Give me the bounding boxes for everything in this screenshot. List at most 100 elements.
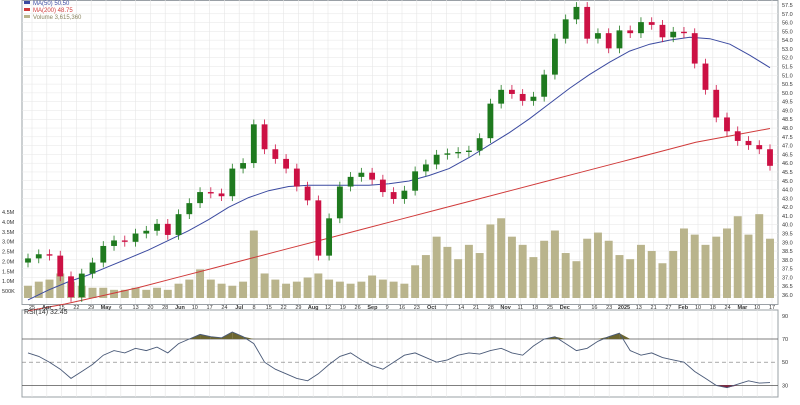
volume-tick-label: 1.0M xyxy=(2,279,15,285)
candle-body xyxy=(713,89,720,118)
volume-bar xyxy=(292,281,301,298)
candle-body xyxy=(57,255,64,277)
x-tick-label: Mar xyxy=(738,305,749,311)
volume-bar xyxy=(561,253,570,298)
volume-bar xyxy=(443,246,452,298)
rsi-overbought-fill xyxy=(608,333,620,339)
candle-body xyxy=(111,240,117,246)
price-tick-label: 53.0 xyxy=(782,47,793,53)
candle-body xyxy=(326,218,333,256)
volume-bar xyxy=(45,279,54,298)
x-tick-label: 22 xyxy=(281,305,287,311)
x-tick-label: 21 xyxy=(651,305,657,311)
volume-bar xyxy=(357,281,366,298)
volume-bar xyxy=(679,228,688,298)
candle-body xyxy=(207,192,214,194)
volume-bars xyxy=(24,214,774,298)
candle-body xyxy=(756,145,763,150)
candle-body xyxy=(401,190,408,199)
candle-body xyxy=(46,254,53,256)
x-tick-label: 24 xyxy=(725,305,731,311)
x-tick-label: Jun xyxy=(175,305,185,311)
candle-body xyxy=(347,176,354,187)
x-tick-label: 15 xyxy=(266,305,272,311)
candle-body xyxy=(132,233,139,242)
candle-body xyxy=(164,223,171,235)
candle-body xyxy=(691,33,698,64)
candle-body xyxy=(250,124,257,164)
candle-body xyxy=(584,6,591,39)
volume-bar xyxy=(540,240,549,298)
price-tick-label: 45.0 xyxy=(782,179,793,185)
candle-body xyxy=(304,186,311,201)
legend-swatch-volume xyxy=(24,15,30,18)
price-tick-label: 45.5 xyxy=(782,170,793,176)
rsi-tick-label: 30 xyxy=(782,383,788,389)
candle-body xyxy=(465,150,472,152)
volume-bar xyxy=(325,279,334,298)
x-tick-label: Dec xyxy=(560,305,570,311)
x-tick-label: Aug xyxy=(308,305,319,311)
candle-body xyxy=(412,171,419,191)
volume-bar xyxy=(486,224,495,298)
volume-bar xyxy=(389,281,398,298)
candle-body xyxy=(627,30,634,34)
candle-body xyxy=(186,203,193,215)
volume-bar xyxy=(131,287,140,298)
volume-bar xyxy=(260,273,269,298)
candle-body xyxy=(336,186,343,219)
x-tick-label: 16 xyxy=(399,305,405,311)
x-tick-label: 12 xyxy=(325,305,331,311)
volume-tick-label: 500K xyxy=(2,289,15,295)
candle-body xyxy=(616,30,623,49)
candle-body xyxy=(670,31,677,38)
price-tick-label: 39.5 xyxy=(782,231,793,237)
x-tick-label: 10 xyxy=(695,305,701,311)
volume-bar xyxy=(314,273,323,298)
volume-bar xyxy=(529,257,538,298)
moving-averages xyxy=(27,36,771,312)
volume-bar xyxy=(249,230,258,298)
rsi-overbought-fill xyxy=(200,334,211,339)
candle-body xyxy=(508,89,515,94)
price-tick-label: 46.5 xyxy=(782,152,793,158)
x-tick-label: 17 xyxy=(207,305,213,311)
price-tick-label: 47.0 xyxy=(782,144,793,150)
candle-body xyxy=(229,168,236,197)
rsi-overbought-fill xyxy=(597,336,609,339)
volume-bar xyxy=(497,218,506,298)
volume-bar xyxy=(464,244,473,298)
candle-body xyxy=(390,192,397,199)
volume-bar xyxy=(572,261,581,298)
volume-bar xyxy=(507,236,516,298)
volume-bar xyxy=(755,214,764,298)
x-tick-label: 27 xyxy=(665,305,671,311)
volume-bar xyxy=(271,279,280,298)
rsi-overbought-fill xyxy=(232,332,244,339)
x-tick-label: 22 xyxy=(73,305,79,311)
candle-body xyxy=(541,74,548,97)
candle-body xyxy=(218,193,225,197)
volume-bar xyxy=(421,255,430,298)
candle-body xyxy=(659,24,666,38)
candle-body xyxy=(745,140,752,146)
volume-bar xyxy=(120,289,129,298)
x-tick-label: 18 xyxy=(532,305,538,311)
price-tick-label: 49.5 xyxy=(782,100,793,106)
x-tick-label: 8 xyxy=(252,305,255,311)
x-tick-label: 9 xyxy=(386,305,389,311)
candle-body xyxy=(702,63,709,90)
volume-bar xyxy=(593,232,602,298)
x-tick-label: 28 xyxy=(488,305,494,311)
price-candles xyxy=(25,2,773,302)
volume-bar xyxy=(626,259,635,298)
candle-body xyxy=(143,230,150,234)
price-tick-label: 50.5 xyxy=(782,82,793,88)
candle-body xyxy=(35,254,42,259)
price-tick-label: 38.5 xyxy=(782,249,793,255)
candle-body xyxy=(315,200,322,256)
volume-bar xyxy=(400,283,409,298)
volume-bar xyxy=(550,230,559,298)
rsi-tick-label: 50 xyxy=(782,360,788,366)
